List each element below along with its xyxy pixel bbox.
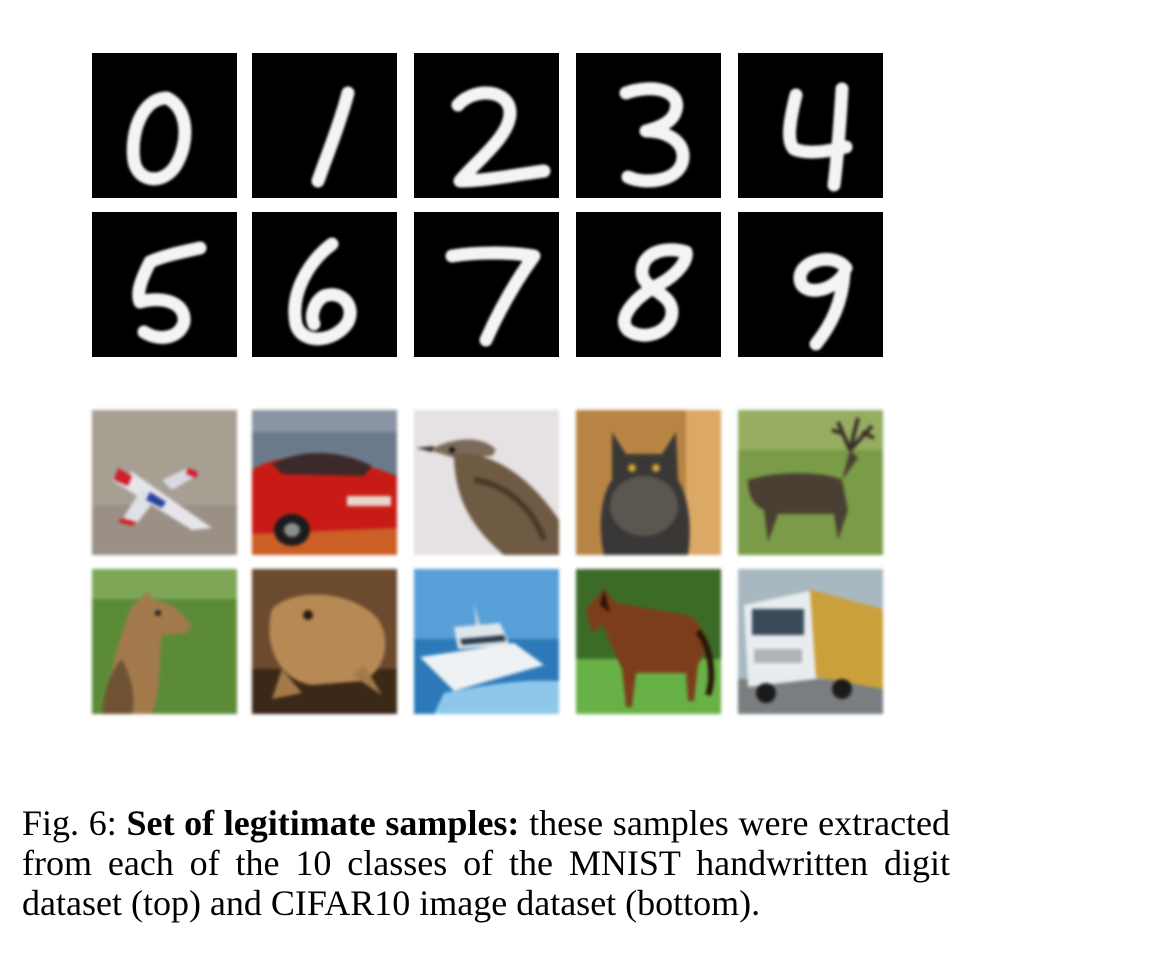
cifar-airplane — [92, 410, 237, 555]
mnist-digit-1 — [252, 53, 397, 198]
mnist-digit-2 — [414, 53, 559, 198]
cifar-truck — [738, 569, 883, 714]
mnist-digit-5 — [92, 212, 237, 357]
mnist-digit-6 — [252, 212, 397, 357]
mnist-digit-3 — [576, 53, 721, 198]
mnist-digit-4 — [738, 53, 883, 198]
cifar-horse — [576, 569, 721, 714]
cifar-ship — [414, 569, 559, 714]
mnist-digit-7 — [414, 212, 559, 357]
figure-caption: Fig. 6: Set of legitimate samples: these… — [22, 803, 950, 923]
caption-body: these samples were extracted from each o… — [22, 803, 951, 923]
caption-title: Set of legitimate samples: — [126, 803, 520, 843]
cifar-automobile — [252, 410, 397, 555]
caption-label: Fig. 6: — [22, 803, 117, 843]
cifar-deer — [738, 410, 883, 555]
cifar-cat — [576, 410, 721, 555]
cifar-frog — [252, 569, 397, 714]
cifar-dog — [92, 569, 237, 714]
mnist-digit-0 — [92, 53, 237, 198]
cifar-bird — [414, 410, 559, 555]
mnist-digit-8 — [576, 212, 721, 357]
mnist-digit-9 — [738, 212, 883, 357]
